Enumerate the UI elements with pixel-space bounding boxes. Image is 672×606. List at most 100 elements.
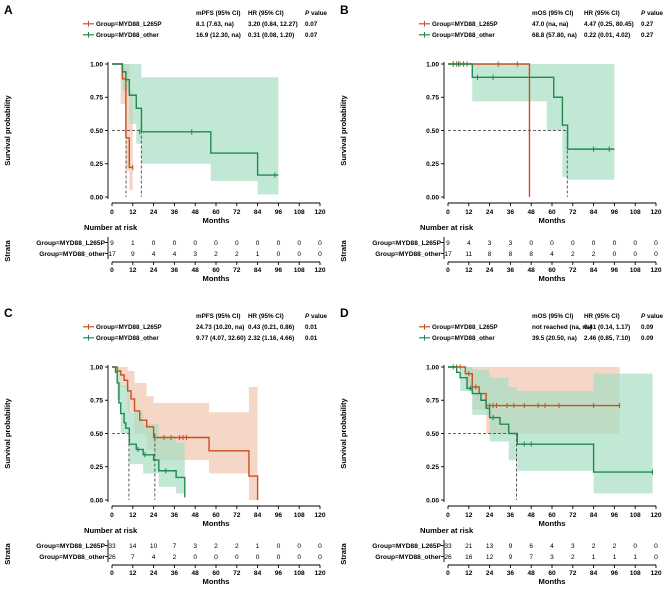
x-tick-label: 108 xyxy=(294,512,305,519)
risk-count-l265p: 0 xyxy=(277,240,281,247)
legend-hr: 0.31 (0.08, 1.20) xyxy=(248,32,294,39)
y-tick-label: 0.50 xyxy=(426,128,439,135)
legend-p: 0.27 xyxy=(641,32,654,39)
p-header: P value xyxy=(641,10,664,17)
risk-count-other: 4 xyxy=(550,251,554,258)
panel-letter: D xyxy=(340,306,349,320)
risk-x-tick-label: 108 xyxy=(294,267,305,274)
risk-count-l265p: 0 xyxy=(633,240,637,247)
strata-label: Strata xyxy=(339,239,348,261)
x-axis-label: Months xyxy=(539,216,566,225)
legend-group: Group=MYD88_L265P xyxy=(96,324,162,331)
legend-group: Group=MYD88_other xyxy=(432,32,495,39)
risk-count-l265p: 9 xyxy=(446,240,450,247)
strata-label: Strata xyxy=(3,542,12,564)
risk-count-l265p: 0 xyxy=(235,240,239,247)
risk-count-other: 26 xyxy=(444,554,452,561)
legend-group: Group=MYD88_other xyxy=(96,335,159,342)
p-header-rest: value xyxy=(309,10,327,17)
risk-x-tick-label: 84 xyxy=(254,570,262,577)
x-tick-label: 60 xyxy=(212,209,220,216)
panel-letter: B xyxy=(340,3,349,17)
risk-group-other: Group=MYD88_other xyxy=(39,251,105,258)
risk-count-l265p: 3 xyxy=(193,543,197,550)
strata-label: Strata xyxy=(339,542,348,564)
risk-count-other: 2 xyxy=(173,554,177,561)
risk-count-l265p: 0 xyxy=(256,240,260,247)
risk-x-tick-label: 60 xyxy=(212,267,220,274)
risk-count-other: 2 xyxy=(235,251,239,258)
risk-count-other: 1 xyxy=(256,251,260,258)
risk-count-l265p: 7 xyxy=(173,543,177,550)
risk-x-tick-label: 0 xyxy=(110,267,114,274)
risk-x-tick-label: 84 xyxy=(590,570,598,577)
risk-x-tick-label: 96 xyxy=(275,267,283,274)
legend-hr: 0.41 (0.14, 1.17) xyxy=(584,324,630,331)
risk-x-tick-label: 72 xyxy=(569,570,577,577)
risk-group-l265p: Group=MYD88_L265P xyxy=(372,240,441,247)
risk-count-l265p: 9 xyxy=(110,240,114,247)
risk-count-l265p: 3 xyxy=(488,240,492,247)
risk-count-other: 9 xyxy=(509,554,513,561)
p-header-italic: P xyxy=(641,10,646,17)
median-header: mOS (95% CI) xyxy=(532,10,573,17)
risk-count-other: 0 xyxy=(193,554,197,561)
legend-group: Group=MYD88_other xyxy=(96,32,159,39)
x-tick-label: 84 xyxy=(590,512,598,519)
risk-count-l265p: 2 xyxy=(214,543,218,550)
risk-x-tick-label: 24 xyxy=(486,570,494,577)
risk-group-l265p: Group=MYD88_L265P xyxy=(36,240,105,247)
x-tick-label: 12 xyxy=(129,209,137,216)
hr-header: HR (95% CI) xyxy=(584,10,620,17)
risk-count-other: 8 xyxy=(529,251,533,258)
risk-x-tick-label: 96 xyxy=(611,570,619,577)
legend-median: 8.1 (7.63, na) xyxy=(196,21,234,28)
risk-x-tick-label: 48 xyxy=(528,267,536,274)
x-tick-label: 108 xyxy=(294,209,305,216)
risk-count-other: 1 xyxy=(633,554,637,561)
x-tick-label: 96 xyxy=(275,512,283,519)
x-tick-label: 60 xyxy=(548,209,556,216)
risk-group-other: Group=MYD88_other xyxy=(375,251,441,258)
risk-count-other: 8 xyxy=(488,251,492,258)
x-tick-label: 12 xyxy=(129,512,137,519)
risk-x-tick-label: 84 xyxy=(590,267,598,274)
risk-count-l265p: 4 xyxy=(550,543,554,550)
risk-count-other: 7 xyxy=(131,554,135,561)
risk-title: Number at risk xyxy=(84,526,138,535)
hr-header: HR (95% CI) xyxy=(584,313,620,320)
x-tick-label: 60 xyxy=(548,512,556,519)
risk-count-other: 0 xyxy=(318,554,322,561)
y-tick-label: 0.00 xyxy=(426,194,439,201)
risk-count-l265p: 0 xyxy=(529,240,533,247)
risk-count-other: 4 xyxy=(173,251,177,258)
legend-hr: 4.47 (0.25, 80.45) xyxy=(584,21,634,28)
risk-x-tick-label: 0 xyxy=(446,570,450,577)
x-tick-label: 96 xyxy=(611,209,619,216)
legend-p: 0.01 xyxy=(305,324,318,331)
risk-count-l265p: 0 xyxy=(550,240,554,247)
risk-count-other: 3 xyxy=(550,554,554,561)
legend-median: 24.73 (10.20, na) xyxy=(196,324,244,331)
x-tick-label: 84 xyxy=(254,512,262,519)
x-tick-label: 120 xyxy=(650,512,661,519)
risk-count-l265p: 0 xyxy=(214,240,218,247)
x-tick-label: 96 xyxy=(275,209,283,216)
risk-x-tick-label: 120 xyxy=(314,267,325,274)
risk-x-tick-label: 0 xyxy=(446,267,450,274)
risk-count-l265p: 4 xyxy=(467,240,471,247)
x-tick-label: 84 xyxy=(254,209,262,216)
ci-band-l265p xyxy=(112,367,258,500)
ci-band-l265p xyxy=(112,64,133,191)
hr-header: HR (95% CI) xyxy=(248,10,284,17)
legend-group: Group=MYD88_L265P xyxy=(432,324,498,331)
p-header-rest: value xyxy=(645,313,663,320)
x-axis-label: Months xyxy=(203,216,230,225)
risk-x-tick-label: 108 xyxy=(630,570,641,577)
y-tick-label: 1.00 xyxy=(90,364,103,371)
risk-count-other: 0 xyxy=(318,251,322,258)
legend-hr: 2.46 (0.85, 7.10) xyxy=(584,335,630,342)
risk-x-tick-label: 0 xyxy=(110,570,114,577)
